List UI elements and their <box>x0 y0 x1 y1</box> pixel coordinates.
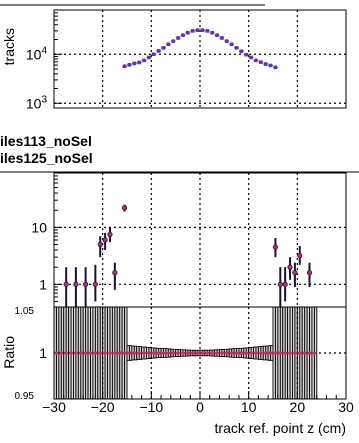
top-point-0 <box>122 64 127 69</box>
x-tick-label-4: 10 <box>241 399 257 415</box>
top-point-25 <box>244 52 249 57</box>
top-point-12 <box>181 33 185 37</box>
ratio-point-2 <box>64 351 68 355</box>
ratio-point-4 <box>74 351 78 355</box>
top-point-31 <box>273 65 278 70</box>
middle-point-3 <box>92 281 98 287</box>
legend: iles113_noSel iles125_noSel <box>0 125 359 173</box>
top-point-1 <box>127 62 132 67</box>
middle-point-15 <box>306 270 313 276</box>
top-frame <box>53 9 347 109</box>
top-point-11 <box>176 36 180 40</box>
x-tick-label-0: −30 <box>42 399 66 415</box>
top-point-20 <box>220 36 224 40</box>
top-y-axis-label: tracks <box>1 28 17 65</box>
top-point-3 <box>137 60 141 65</box>
top-y-tick-label-0: 103 <box>26 94 48 111</box>
ratio-y-axis-label: Ratio <box>1 336 17 369</box>
ratio-marks <box>54 351 317 355</box>
middle-point-11 <box>282 281 288 287</box>
middle-point-0 <box>63 281 69 287</box>
top-point-27 <box>254 58 258 63</box>
top-point-30 <box>268 63 273 68</box>
middle-point-12 <box>287 264 293 270</box>
top-point-22 <box>229 42 234 47</box>
x-tick-label-3: 0 <box>196 399 204 415</box>
top-point-23 <box>234 46 239 50</box>
top-point-16 <box>200 28 205 32</box>
top-point-7 <box>156 49 161 53</box>
ratio-y-tick-label-2: 1.05 <box>15 306 35 317</box>
middle-marks <box>63 204 313 307</box>
ratio-point-53 <box>312 351 317 355</box>
middle-point-4 <box>97 241 103 248</box>
middle-point-6 <box>107 231 113 238</box>
middle-panel: 1 10 <box>31 172 347 308</box>
ratio-point-52 <box>307 351 312 355</box>
ratio-panel: 0.95 1 1.05 −30 −20 −10 0 10 20 30 Ratio track re… <box>1 306 354 436</box>
top-point-2 <box>132 61 137 66</box>
top-point-14 <box>190 29 195 33</box>
middle-point-14 <box>297 252 303 259</box>
top-point-29 <box>263 62 268 66</box>
middle-grid <box>54 173 346 307</box>
legend-entry-2: iles125_noSel <box>0 150 93 166</box>
middle-point-1 <box>73 281 79 287</box>
ratio-point-1 <box>59 351 64 355</box>
ratio-point-3 <box>69 351 73 355</box>
top-point-8 <box>161 46 166 50</box>
middle-point-2 <box>83 281 89 287</box>
top-point-24 <box>239 49 244 54</box>
ratio-point-51 <box>302 351 307 355</box>
top-point-9 <box>166 42 171 47</box>
x-tick-label-5: 20 <box>290 399 306 415</box>
top-point-26 <box>249 55 253 60</box>
ratio-point-7 <box>88 351 93 355</box>
ratio-y-tick-label-1: 1 <box>39 345 47 361</box>
top-y-tick-label-1: 104 <box>26 45 48 62</box>
x-axis-label: track ref. point z (cm) <box>215 420 346 436</box>
legend-box <box>0 125 359 173</box>
ratio-point-8 <box>93 351 98 355</box>
middle-y-tick-label-0: 1 <box>39 276 47 292</box>
middle-point-8 <box>121 205 128 211</box>
ratio-point-0 <box>54 351 59 355</box>
x-tick-label-6: 30 <box>338 399 354 415</box>
middle-point-7 <box>112 270 118 276</box>
middle-ticks: 1 10 <box>31 175 62 302</box>
ratio-y-tick-label-0: 0.95 <box>15 391 35 402</box>
top-grid <box>54 10 346 108</box>
top-ticks: 103 104 <box>26 9 62 111</box>
ratio-point-5 <box>78 351 83 355</box>
x-tick-label-1: −20 <box>91 399 115 415</box>
top-point-18 <box>210 30 214 35</box>
middle-point-13 <box>292 270 298 276</box>
top-point-17 <box>205 29 210 33</box>
ratio-frame <box>53 306 347 400</box>
top-point-6 <box>151 52 156 57</box>
top-marks <box>122 28 278 70</box>
top-point-15 <box>195 28 200 32</box>
top-point-10 <box>171 39 176 43</box>
ratio-point-6 <box>83 351 88 355</box>
top-point-28 <box>259 60 263 64</box>
top-panel: 103 104 tracks <box>0 4 347 111</box>
top-point-5 <box>147 55 151 60</box>
legend-entry-1: iles113_noSel <box>0 133 92 149</box>
top-point-13 <box>186 30 190 35</box>
middle-point-10 <box>277 281 283 287</box>
top-point-21 <box>224 39 229 43</box>
top-point-4 <box>142 58 146 63</box>
middle-y-tick-label-1: 10 <box>31 219 47 235</box>
middle-point-5 <box>102 237 108 243</box>
top-point-19 <box>215 33 219 37</box>
x-tick-label-2: −10 <box>139 399 163 415</box>
middle-point-9 <box>272 244 279 250</box>
